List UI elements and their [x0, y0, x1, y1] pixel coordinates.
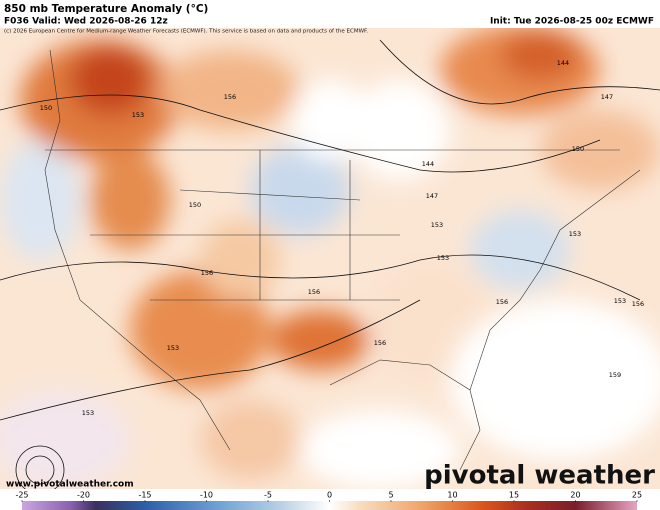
logo: pivotal weather [424, 461, 655, 491]
contour-labels: 150 153 156 150 153 156 153 156 153 144 147 150 144 1… [40, 59, 644, 417]
title: 850 mb Temperature Anomaly (°C) [4, 3, 208, 15]
contour-label: 153 [569, 230, 581, 238]
colorbar-tick-label: 25 [632, 491, 642, 500]
contour-label: 147 [601, 93, 613, 101]
colorbar-tick-label: 20 [570, 491, 580, 500]
colorbar-tick-label: -10 [200, 491, 213, 500]
init-time: Init: Tue 2026-08-25 00z ECMWF [490, 17, 654, 27]
website: www.pivotalweather.com [6, 480, 134, 490]
colorbar-ticks: -25 -20 -15 -10 -5 0 5 10 15 20 25 [15, 491, 642, 502]
contour-label: 153 [437, 254, 449, 262]
contour-label: 144 [557, 59, 569, 67]
colorbar [22, 501, 637, 510]
contour-label: 156 [374, 339, 386, 347]
colorbar-tick-label: -5 [264, 491, 272, 500]
contour-label: 153 [132, 111, 144, 119]
contour-label: 156 [496, 298, 508, 306]
contour-label: 150 [572, 145, 584, 153]
map [0, 28, 660, 489]
contour-label: 147 [426, 192, 438, 200]
colorbar-tick-label: 0 [327, 491, 332, 500]
copyright: (c) 2026 European Centre for Medium-rang… [4, 29, 368, 35]
contour-label: 159 [609, 371, 621, 379]
contour-label: 153 [431, 221, 443, 229]
contour-label: 150 [40, 104, 52, 112]
contour-label: 156 [632, 300, 644, 308]
contour-label: 153 [614, 297, 626, 305]
colorbar-tick-label: 15 [509, 491, 519, 500]
colorbar-tick-label: -25 [15, 491, 28, 500]
contour-label: 150 [189, 201, 201, 209]
colorbar-tick-label: -15 [138, 491, 151, 500]
colorbar-tick-label: 10 [447, 491, 457, 500]
contour-label: 156 [308, 288, 320, 296]
contour-label: 156 [224, 93, 236, 101]
contour-label: 156 [201, 269, 213, 277]
contour-label: 153 [82, 409, 94, 417]
colorbar-tick-label: -20 [77, 491, 90, 500]
contour-label: 144 [422, 160, 434, 168]
colorbar-tick-label: 5 [388, 491, 393, 500]
valid-time: F036 Valid: Wed 2026-08-26 12z [4, 17, 168, 27]
contour-label: 153 [167, 344, 179, 352]
